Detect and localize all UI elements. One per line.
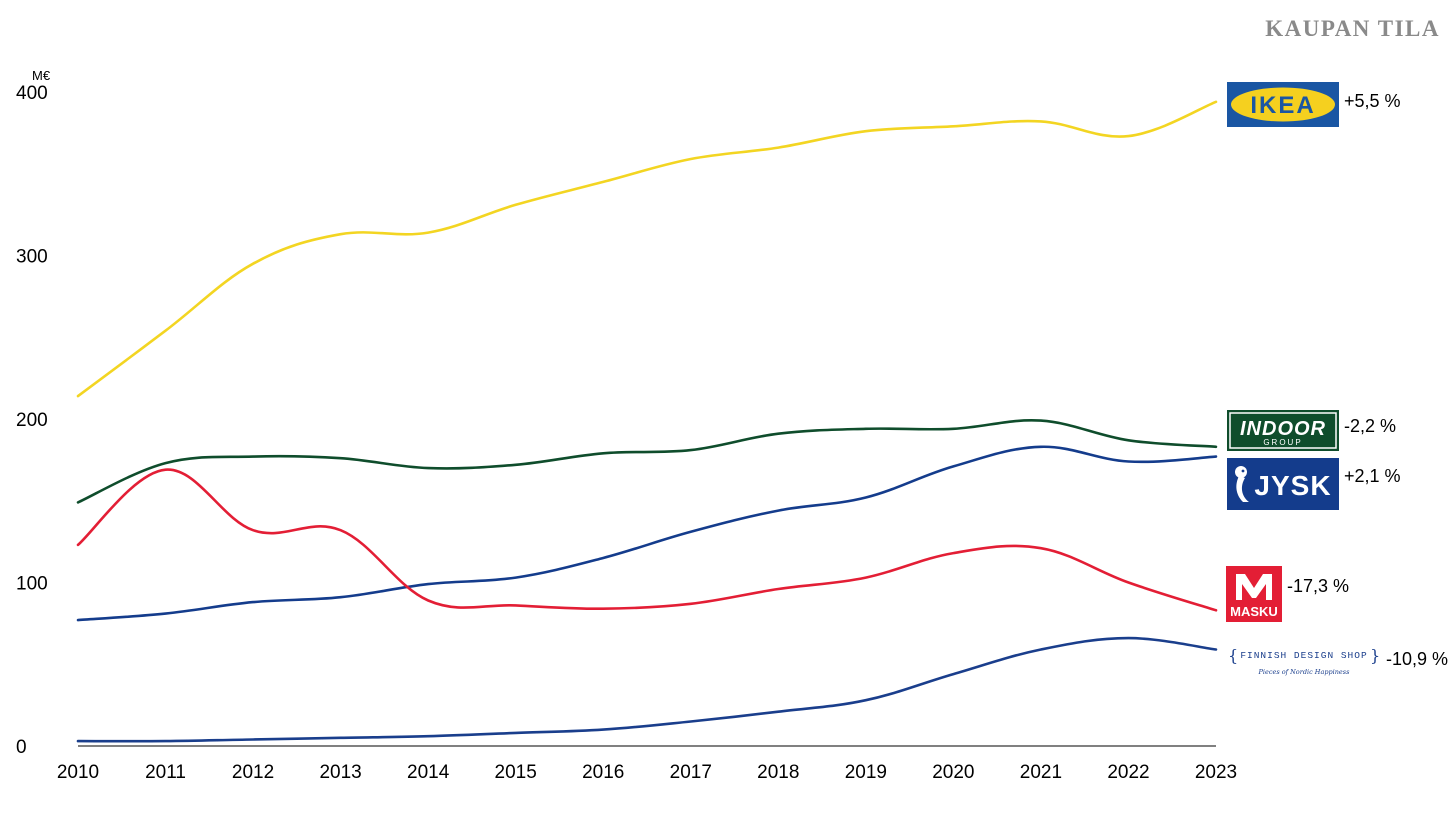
- masku-change-label: -17,3 %: [1287, 576, 1349, 596]
- masku-logo: MASKU: [1226, 566, 1282, 622]
- brand-tag: KAUPAN TILA: [1265, 16, 1440, 41]
- series-line-jysk: [76, 445, 1218, 622]
- x-tick-label: 2010: [57, 762, 99, 783]
- x-tick-label: 2020: [932, 762, 974, 783]
- svg-text:IKEA: IKEA: [1250, 92, 1315, 119]
- x-tick-label: 2023: [1195, 762, 1237, 783]
- series-line-indoor-group: [76, 419, 1218, 504]
- x-tick-label: 2018: [757, 762, 799, 783]
- y-tick-label: 400: [16, 83, 48, 104]
- x-tick-label: 2015: [495, 762, 537, 783]
- finnish-design-shop-logo: { FINNISH DESIGN SHOP } Pieces of Nordic…: [1228, 646, 1380, 676]
- jysk-logo: JYSK: [1227, 458, 1339, 510]
- svg-text:INDOOR: INDOOR: [1240, 418, 1326, 440]
- indoor-group-logo: INDOOR GROUP: [1227, 410, 1339, 451]
- x-tick-label: 2022: [1107, 762, 1149, 783]
- ikea-change-label: +5,5 %: [1344, 91, 1401, 111]
- y-tick-label: 100: [16, 574, 48, 595]
- svg-text:Pieces of Nordic Happiness: Pieces of Nordic Happiness: [1258, 668, 1351, 676]
- x-tick-label: 2016: [582, 762, 624, 783]
- y-unit-label: M€: [32, 68, 51, 83]
- fds-change-label: -10,9 %: [1386, 649, 1448, 669]
- indoor-change-label: -2,2 %: [1344, 416, 1396, 436]
- masku-m-icon: [1236, 574, 1272, 600]
- svg-text:FINNISH DESIGN SHOP: FINNISH DESIGN SHOP: [1240, 650, 1367, 661]
- jysk-change-label: +2,1 %: [1344, 466, 1401, 486]
- svg-text:MASKU: MASKU: [1230, 604, 1278, 619]
- svg-text:GROUP: GROUP: [1263, 438, 1302, 447]
- x-tick-label: 2021: [1020, 762, 1062, 783]
- x-tick-label: 2014: [407, 762, 450, 783]
- series-line-ikea: [76, 100, 1218, 398]
- x-tick-label: 2012: [232, 762, 274, 783]
- y-tick-label: 300: [16, 247, 48, 268]
- y-tick-label: 0: [16, 737, 27, 758]
- series-layer: [76, 100, 1218, 743]
- x-tick-label: 2019: [845, 762, 887, 783]
- ikea-logo: IKEA: [1227, 82, 1339, 127]
- series-line-finnish-design-shop: [76, 636, 1218, 743]
- x-tick-label: 2011: [145, 762, 186, 783]
- svg-text:{: {: [1228, 646, 1238, 665]
- x-tick-label: 2017: [670, 762, 712, 783]
- goose-icon: [1235, 466, 1249, 502]
- svg-text:}: }: [1370, 646, 1380, 665]
- x-tick-label: 2013: [319, 762, 361, 783]
- svg-text:JYSK: JYSK: [1254, 470, 1331, 501]
- y-tick-label: 200: [16, 410, 48, 431]
- series-line-masku: [76, 468, 1218, 612]
